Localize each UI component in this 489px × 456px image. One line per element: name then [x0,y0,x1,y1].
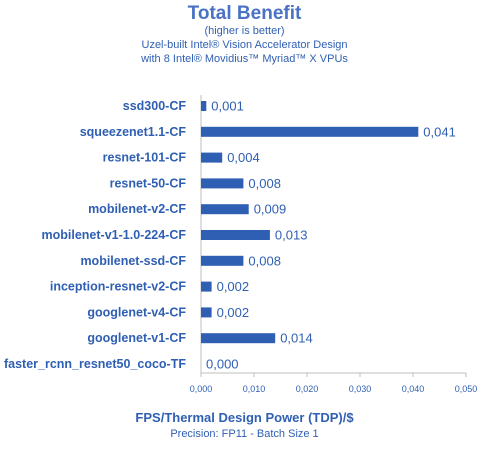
chart-subtitle-line-3: with 8 Intel® Movidius™ Myriad™ X VPUs [141,53,348,65]
x-tick-label: 0,020 [296,384,319,394]
bar [201,178,244,189]
category-label: squeezenet1.1-CF [80,125,187,139]
data-label: 0,008 [248,176,281,191]
category-label: mobilenet-v2-CF [88,202,186,216]
x-tick-label: 0,010 [243,384,266,394]
category-label: inception-resnet-v2-CF [50,280,186,294]
category-label: googlenet-v4-CF [87,305,186,319]
x-axis-label: FPS/Thermal Design Power (TDP)/$ [135,410,354,425]
bar [201,255,244,266]
category-label: mobilenet-ssd-CF [80,254,186,268]
bar [201,126,419,137]
bar [201,204,249,215]
chart-title: Total Benefit [187,3,302,24]
data-label: 0,002 [217,305,250,320]
data-label: 0,013 [275,228,308,243]
bar [201,307,212,318]
x-tick-label: 0,000 [190,384,213,394]
chart-subtitle-line-1: (higher is better) [204,25,285,37]
data-label: 0,041 [423,124,456,139]
category-label: googlenet-v1-CF [87,331,186,345]
category-label: ssd300-CF [123,99,187,113]
bar [201,333,276,344]
data-label: 0,004 [227,150,260,165]
data-label: 0,002 [217,279,250,294]
data-label: 0,009 [254,202,287,217]
category-label: resnet-101-CF [103,151,187,165]
data-label: 0,014 [280,331,313,346]
data-label: 0,000 [206,357,239,372]
bar [201,230,270,240]
x-tick-label: 0,040 [402,384,425,394]
bar [201,152,223,163]
data-label: 0,008 [248,253,281,268]
category-label: faster_rcnn_resnet50_coco-TF [4,357,186,371]
precision-note: Precision: FP11 - Batch Size 1 [170,428,319,440]
x-tick-label: 0,050 [455,384,478,394]
x-tick-label: 0,030 [349,384,372,394]
bar [201,281,212,292]
category-label: resnet-50-CF [110,176,187,190]
data-label: 0,001 [211,99,244,114]
bar [201,101,207,111]
category-label: mobilenet-v1-1.0-224-CF [42,228,187,242]
chart-subtitle-line-2: Uzel-built Intel® Vision Accelerator Des… [141,39,348,51]
